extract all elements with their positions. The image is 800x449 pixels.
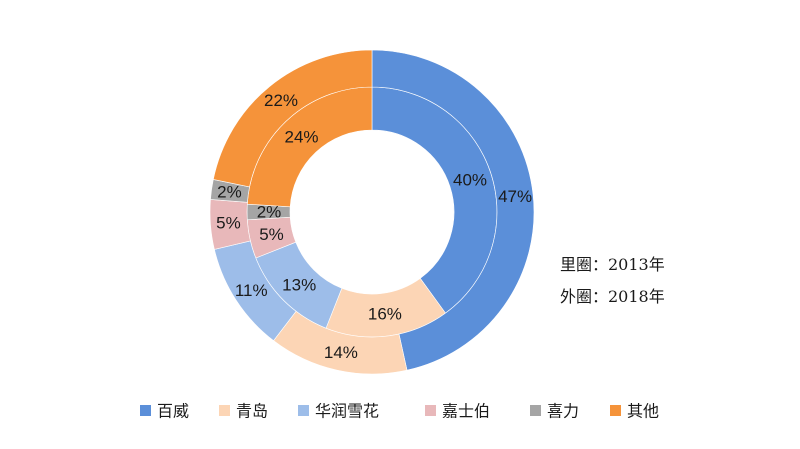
legend-swatch-2 (298, 405, 309, 416)
legend-label-3: 嘉士伯 (442, 402, 490, 421)
slice-label-ring1-4: 2% (217, 182, 242, 201)
slice-ring1-0 (371, 49, 535, 371)
legend-label-4: 喜力 (547, 402, 579, 421)
slice-label-ring0-1: 16% (368, 305, 402, 324)
legend-swatch-3 (425, 405, 436, 416)
slice-label-ring0-4: 2% (257, 203, 282, 222)
slice-label-ring0-2: 13% (282, 275, 316, 294)
annotation-1: 外圈：2018年 (560, 287, 665, 306)
legend-swatch-0 (140, 405, 151, 416)
legend-label-1: 青岛 (236, 402, 268, 421)
legend-swatch-4 (530, 405, 541, 416)
slice-ring1-5 (212, 49, 373, 188)
slice-label-ring1-0: 47% (498, 187, 532, 206)
slice-label-ring0-5: 24% (284, 127, 318, 146)
legend: 百威 青岛 华润雪花 嘉士伯 喜力 其他 (140, 402, 659, 421)
slice-label-ring0-0: 40% (453, 171, 487, 190)
legend-label-5: 其他 (627, 402, 659, 421)
legend-swatch-5 (610, 405, 621, 416)
legend-swatch-1 (219, 405, 230, 416)
legend-label-2: 华润雪花 (315, 402, 379, 421)
slice-label-ring1-3: 5% (216, 214, 241, 233)
annotation-0: 里圈：2013年 (560, 255, 665, 274)
slice-label-ring1-5: 22% (264, 91, 298, 110)
labels-layer: 40% 16% 13% 5% 2% 24% 47% 14% 11% 5% 2% 22% (216, 91, 532, 362)
legend-label-0: 百威 (157, 402, 189, 421)
slices-layer (209, 49, 535, 375)
slice-label-ring1-2: 11% (235, 281, 268, 300)
slice-label-ring0-3: 5% (259, 225, 284, 244)
slice-label-ring1-1: 14% (324, 343, 358, 362)
